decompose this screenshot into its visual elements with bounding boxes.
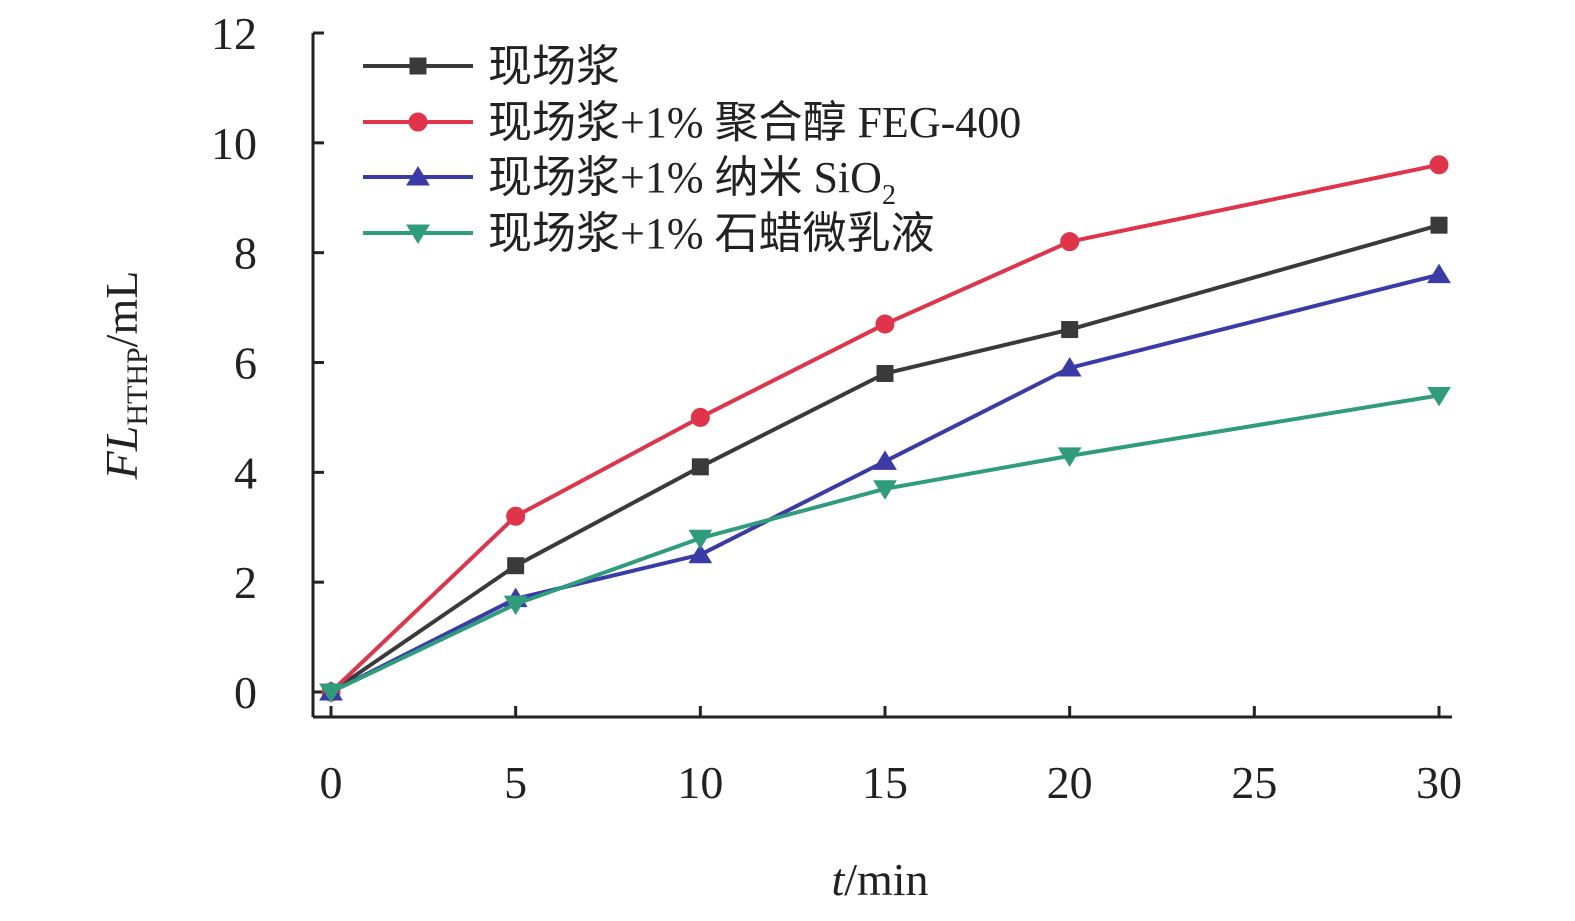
legend-label-1: 现场浆+1% 聚合醇 FEG-400 xyxy=(488,98,1021,147)
y-tick-label-3: 6 xyxy=(234,338,257,389)
x-axis-title-unit: /min xyxy=(844,854,928,905)
series-1-point-4 xyxy=(1060,232,1080,252)
series-3-point-5 xyxy=(1427,386,1451,407)
axes xyxy=(311,33,1452,719)
legend-label-3: 现场浆+1% 石蜡微乳液 xyxy=(488,209,934,258)
legend-label-subscript-2: 2 xyxy=(882,180,896,211)
x-ticks: 0 5 10 15 20 25 30 xyxy=(320,706,1462,808)
y-ticks: 0 2 4 6 8 10 12 xyxy=(211,8,324,718)
series-1-point-3 xyxy=(875,314,895,334)
series-0-point-2 xyxy=(691,458,709,476)
legend-label-text-3: 现场浆+1% 石蜡微乳液 xyxy=(488,209,934,258)
series-0-point-1 xyxy=(507,557,525,575)
x-axis-title-italic: t xyxy=(831,854,845,905)
series-3-point-1 xyxy=(503,595,528,616)
legend-marker-3 xyxy=(406,224,430,244)
series-3-point-2 xyxy=(688,529,713,550)
series-line-0 xyxy=(329,223,1440,694)
y-tick-label-2: 4 xyxy=(234,447,257,498)
y-tick-label-4: 8 xyxy=(234,228,257,279)
x-tick-label-5: 25 xyxy=(1231,757,1277,808)
series-layer xyxy=(319,155,1451,703)
series-0-point-3 xyxy=(876,364,894,382)
series-2-point-3 xyxy=(873,450,897,470)
series-3-point-0 xyxy=(319,683,343,703)
series-1-point-5 xyxy=(1429,155,1449,175)
y-tick-label-0: 0 xyxy=(234,667,257,718)
legend-label-text-2: 现场浆+1% 纳米 SiO xyxy=(488,153,882,202)
legend-marker-1 xyxy=(408,112,428,132)
series-0-point-5 xyxy=(1430,216,1448,234)
series-3-point-4 xyxy=(1057,447,1082,467)
legend-label-2: 现场浆+1% 纳米 SiO2 xyxy=(488,153,896,211)
x-tick-label-1: 5 xyxy=(504,757,527,808)
legend-label-0: 现场浆 xyxy=(488,42,620,91)
series-line-3 xyxy=(330,393,1440,694)
legend-marker-0 xyxy=(409,57,427,75)
series-3-point-3 xyxy=(873,480,897,500)
y-axis-title-subscript: HTHP xyxy=(121,347,154,425)
x-tick-label-0: 0 xyxy=(320,757,343,808)
y-axis-title: FLHTHP/mL xyxy=(96,271,154,481)
legend-marker-2 xyxy=(406,166,430,186)
x-axis-title: t/min xyxy=(831,854,928,905)
series-3 xyxy=(319,386,1451,703)
series-2-point-4 xyxy=(1057,357,1082,377)
series-2-point-5 xyxy=(1427,263,1451,284)
y-axis-title-unit: /mL xyxy=(96,271,147,348)
y-tick-label-5: 10 xyxy=(211,118,257,169)
series-1-point-1 xyxy=(506,506,526,526)
x-tick-label-4: 20 xyxy=(1047,757,1093,808)
x-tick-label-6: 30 xyxy=(1416,757,1462,808)
y-axis-title-italic: FL xyxy=(96,426,147,481)
series-0-point-4 xyxy=(1061,321,1079,339)
series-line-1 xyxy=(329,162,1440,694)
series-2-point-2 xyxy=(688,543,713,564)
legend-label-text-1: 现场浆+1% 聚合醇 FEG-400 xyxy=(488,98,1021,147)
x-tick-label-3: 15 xyxy=(862,757,908,808)
legend-label-text-0: 现场浆 xyxy=(488,42,620,91)
x-tick-label-2: 10 xyxy=(677,757,723,808)
series-1-point-2 xyxy=(690,407,710,427)
y-tick-label-1: 2 xyxy=(234,557,257,608)
y-tick-label-6: 12 xyxy=(211,8,257,59)
series-line-2 xyxy=(330,272,1440,694)
